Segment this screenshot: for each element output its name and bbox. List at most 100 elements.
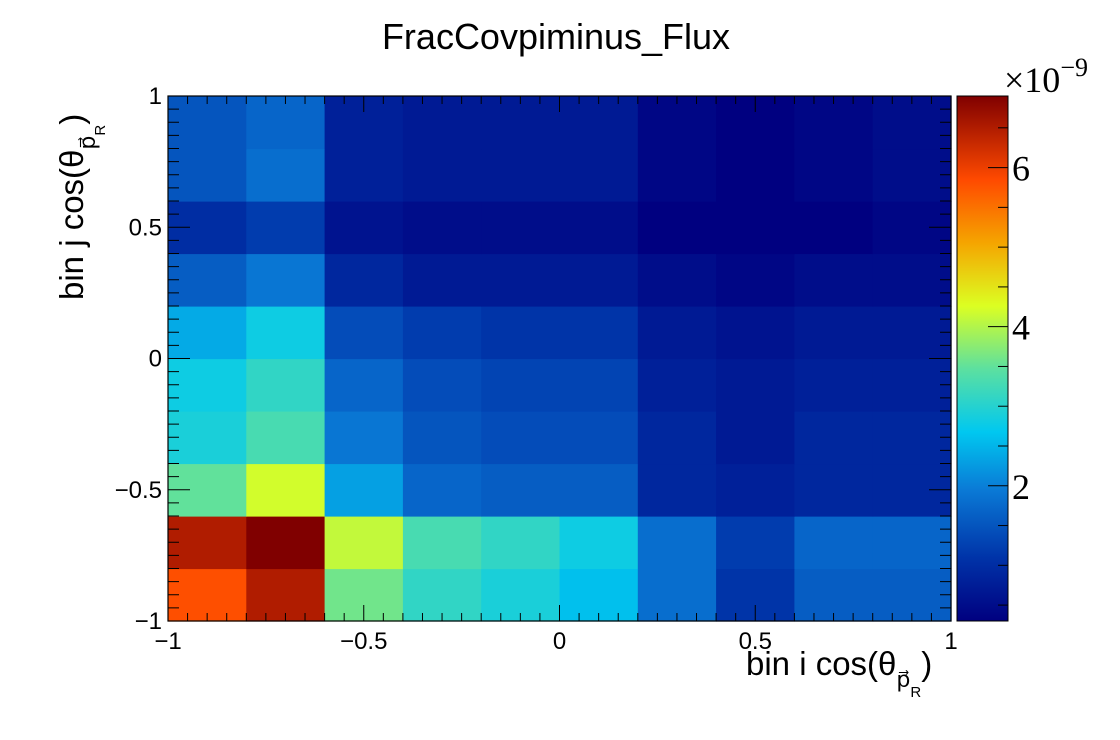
heatmap-cell	[324, 253, 404, 307]
x-axis-label-sub: p⃗	[896, 667, 910, 692]
x-axis-label: bin i cos(θp⃗R)	[746, 645, 932, 701]
color-scale-multiplier: ×10−9	[1004, 53, 1088, 100]
heatmap-cell	[716, 201, 795, 255]
x-tick-label: −1	[154, 628, 181, 655]
heatmap-cell	[481, 96, 561, 150]
heatmap-cell	[324, 201, 404, 255]
heatmap-cell	[324, 463, 404, 517]
color-scale-multiplier-base: ×10	[1004, 60, 1060, 100]
heatmap-cell	[559, 516, 639, 570]
heatmap-cell	[559, 411, 639, 465]
heatmap-cell	[716, 253, 795, 307]
heatmap-cell	[559, 148, 639, 202]
heatmap-cell	[794, 463, 874, 517]
y-axis-label: bin j cos(θp⃗R)	[53, 114, 109, 300]
y-axis: −1 −0.5 0 0.5 1	[115, 83, 951, 635]
heatmap-cell	[168, 568, 247, 622]
color-scale-bar	[956, 95, 1009, 622]
heatmap-cell	[481, 253, 561, 307]
heatmap-cell	[168, 96, 247, 150]
heatmap-cell	[402, 358, 482, 412]
heatmap-cell	[481, 463, 561, 517]
heatmap-cell	[872, 568, 952, 622]
y-axis-label-close: )	[53, 114, 90, 125]
heatmap-cell	[794, 358, 874, 412]
heatmap-cell	[794, 306, 874, 360]
x-axis-label-subsub: R	[910, 684, 921, 701]
heatmap-cell	[716, 463, 795, 517]
heatmap-cell	[481, 358, 561, 412]
heatmap-cell	[794, 411, 874, 465]
heatmap-cell	[637, 306, 717, 360]
heatmap-cell	[402, 568, 482, 622]
heatmap-cell	[637, 568, 717, 622]
heatmap-cell	[716, 306, 795, 360]
heatmap-cell	[637, 201, 717, 255]
heatmap-cell	[559, 568, 639, 622]
heatmap-cell	[246, 516, 326, 570]
x-tick-label: 0.5	[739, 628, 772, 655]
heatmap-cell	[637, 358, 717, 412]
color-scale-tick-label: 2	[1012, 467, 1030, 507]
color-scale-tick-label: 4	[1012, 308, 1030, 348]
heatmap-cell	[794, 148, 874, 202]
heatmap-cell	[168, 148, 247, 202]
heatmap-cell	[637, 516, 717, 570]
y-tick-label: −1	[135, 608, 162, 635]
heatmap-cell	[637, 463, 717, 517]
heatmap-cell	[637, 411, 717, 465]
heatmap-cell	[559, 358, 639, 412]
heatmap-cell	[324, 411, 404, 465]
heatmap-cell	[402, 306, 482, 360]
heatmap-cell	[872, 253, 952, 307]
heatmap-cell	[637, 148, 717, 202]
heatmap-cell	[794, 96, 874, 150]
heatmap-cell	[246, 253, 326, 307]
x-tick-label: 0	[553, 628, 566, 655]
heatmap-cell	[168, 358, 247, 412]
heatmap-cell	[716, 148, 795, 202]
heatmap-cell	[559, 253, 639, 307]
heatmap-cell	[168, 253, 247, 307]
y-tick-label: 0	[149, 346, 162, 373]
x-tick-label: −0.5	[340, 628, 387, 655]
heatmap-cell	[559, 306, 639, 360]
color-scale-axis: 2 4 6	[988, 127, 1030, 606]
color-scale-tick-label: 6	[1012, 149, 1030, 189]
heatmap-cell	[872, 306, 952, 360]
y-axis-label-main: bin j cos(θ	[53, 150, 90, 300]
heatmap-cell	[481, 201, 561, 255]
heatmap-cell	[794, 568, 874, 622]
heatmap-cell	[559, 463, 639, 517]
heatmap-cell	[716, 358, 795, 412]
heatmap-cell	[637, 96, 717, 150]
heatmap-cell	[324, 516, 404, 570]
heatmap-cell	[716, 516, 795, 570]
heatmap-cell	[872, 411, 952, 465]
heatmap-cell	[402, 201, 482, 255]
heatmap-cell	[402, 148, 482, 202]
heatmap-cell	[402, 253, 482, 307]
heatmap-cell	[324, 306, 404, 360]
heatmap-cell	[794, 253, 874, 307]
x-tick-label: 1	[944, 628, 957, 655]
heatmap-cell	[246, 306, 326, 360]
x-axis: −1 −0.5 0 0.5 1	[154, 96, 958, 655]
heatmap-cell	[872, 516, 952, 570]
heatmap-cell	[481, 148, 561, 202]
heatmap-cell	[402, 411, 482, 465]
heatmap-cell	[794, 516, 874, 570]
heatmap-cell	[481, 306, 561, 360]
heatmap-cell	[872, 148, 952, 202]
heatmap-cell	[872, 358, 952, 412]
heatmap-cell	[168, 306, 247, 360]
heatmap-cell	[324, 148, 404, 202]
heatmap-cell	[559, 201, 639, 255]
chart-title: FracCovpiminus_Flux	[382, 16, 730, 57]
y-tick-label: 0.5	[129, 214, 162, 241]
heatmap-cell	[324, 358, 404, 412]
heatmap-cell	[402, 463, 482, 517]
heatmap-cell	[481, 516, 561, 570]
heatmap-cell	[246, 411, 326, 465]
